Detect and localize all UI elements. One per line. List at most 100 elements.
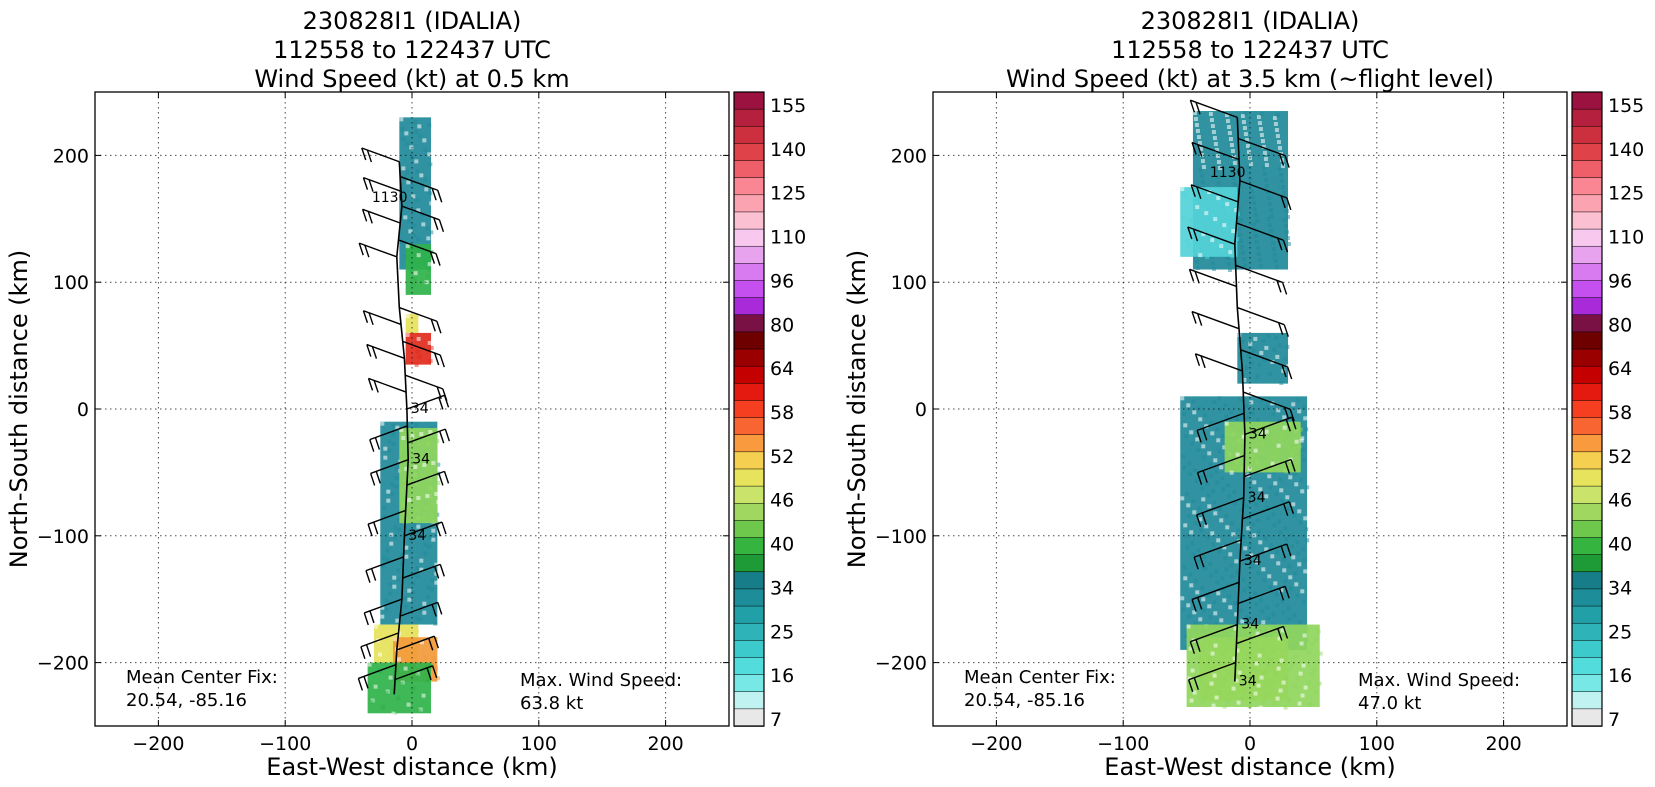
swath-speckle: [418, 617, 423, 622]
swath-speckle: [1268, 657, 1273, 662]
swath-speckle: [1180, 596, 1185, 601]
swath-speckle: [1275, 134, 1280, 139]
swath-speckle: [1272, 253, 1277, 258]
swath-speckle: [1232, 656, 1237, 661]
swath-speckle: [401, 137, 406, 142]
swath-speckle: [1246, 526, 1251, 531]
swath-speckle: [1264, 429, 1269, 434]
swath-speckle: [421, 693, 426, 698]
swath-speckle: [418, 134, 423, 139]
swath-speckle: [1276, 666, 1281, 671]
swath-speckle: [422, 463, 427, 468]
swath-speckle: [1248, 542, 1253, 547]
wind-barb-flag: [368, 179, 374, 192]
swath-speckle: [1193, 201, 1198, 206]
swath-speckle: [1234, 208, 1239, 213]
swath-layer: 34 34 34 1130: [357, 117, 451, 716]
swath-speckle: [1224, 113, 1229, 118]
swath-speckle: [1298, 671, 1303, 676]
swath-speckle: [1203, 694, 1208, 699]
colorbar-segment: [733, 383, 765, 402]
swath-speckle: [1206, 593, 1211, 598]
swath-speckle: [423, 505, 428, 510]
wind-barb-flag: [444, 428, 451, 442]
swath-speckle: [1206, 493, 1211, 498]
swath-speckle: [1267, 474, 1272, 479]
swath-speckle: [1284, 469, 1289, 474]
y-tick-label: 200: [53, 145, 89, 167]
swath-speckle: [1279, 658, 1284, 663]
colorbar-tick-label: 25: [770, 621, 794, 643]
colorbar-segment: [733, 657, 765, 676]
swath-speckle: [1259, 133, 1264, 138]
swath-speckle: [405, 170, 410, 175]
wind-barb-shaft: [364, 598, 403, 614]
swath-speckle: [1195, 590, 1200, 595]
swath-speckle: [1255, 246, 1260, 251]
swath-speckle: [1259, 350, 1264, 355]
swath-speckle: [1254, 602, 1259, 607]
wind-barb-flag: [1189, 641, 1196, 654]
swath-speckle: [1244, 627, 1249, 632]
wind-barb-flag: [1285, 419, 1291, 432]
wind-barb-flag: [433, 566, 440, 579]
swath-speckle: [1234, 678, 1239, 683]
swath-speckle: [1259, 398, 1264, 403]
swath-speckle: [1304, 527, 1309, 532]
swath-speckle: [1308, 702, 1313, 707]
swath-speckle: [1226, 583, 1231, 588]
swath-speckle: [434, 571, 439, 576]
swath-speckle: [1243, 546, 1248, 551]
swath-speckle: [1271, 512, 1276, 517]
swath-speckle: [1254, 240, 1259, 245]
wind-barb-flag: [1195, 639, 1201, 652]
swath-speckle: [427, 483, 432, 488]
x-tick-label: 200: [647, 733, 683, 755]
swath-speckle: [1272, 701, 1277, 706]
swath-speckle: [1224, 647, 1229, 652]
swath-speckle: [1200, 180, 1205, 185]
wind-barb-flag: [1282, 239, 1289, 253]
swath-speckle: [1263, 536, 1268, 541]
swath-speckle: [400, 127, 405, 132]
swath-speckle: [412, 233, 417, 238]
swath-speckle: [418, 485, 423, 490]
swath-speckle: [1273, 259, 1278, 264]
swath-speckle: [1235, 648, 1240, 653]
swath-speckle: [416, 208, 421, 213]
swath-speckle: [386, 489, 391, 494]
wind-barb-flag: [433, 352, 440, 366]
swath-speckle: [1262, 151, 1267, 156]
swath-speckle: [1222, 223, 1227, 228]
swath-speckle: [419, 173, 424, 178]
swath-speckle: [381, 564, 386, 569]
swath-speckle: [1271, 612, 1276, 617]
swath-speckle: [408, 547, 413, 552]
swath-speckle: [1225, 256, 1230, 261]
swath-speckle: [1269, 235, 1274, 240]
swath-speckle: [1204, 664, 1209, 669]
swath-speckle: [1218, 407, 1223, 412]
swath-speckle: [433, 621, 438, 626]
swath-speckle: [1235, 417, 1240, 422]
swath-speckle: [423, 551, 428, 556]
swath-speckle: [386, 651, 391, 656]
swath-speckle: [1272, 347, 1277, 352]
swath-speckle: [1239, 695, 1244, 700]
wind-barb-flag: [1196, 514, 1202, 528]
swath-speckle: [1297, 509, 1302, 514]
swath-speckle: [1282, 425, 1287, 430]
swath-speckle: [1230, 254, 1235, 259]
swath-speckle: [434, 492, 439, 497]
swath-speckle: [1221, 587, 1226, 592]
swath-speckle: [1283, 224, 1288, 229]
swath-speckle: [1249, 400, 1254, 405]
swath-speckle: [427, 152, 432, 157]
wind-barb-shaft: [1244, 416, 1293, 436]
swath-speckle: [1303, 569, 1308, 574]
swath-speckle: [1191, 552, 1196, 557]
colorbar-segment: [1571, 383, 1603, 402]
swath-speckle: [1229, 164, 1234, 169]
wind-barb-flag: [373, 380, 379, 393]
swath-speckle: [1182, 465, 1187, 470]
